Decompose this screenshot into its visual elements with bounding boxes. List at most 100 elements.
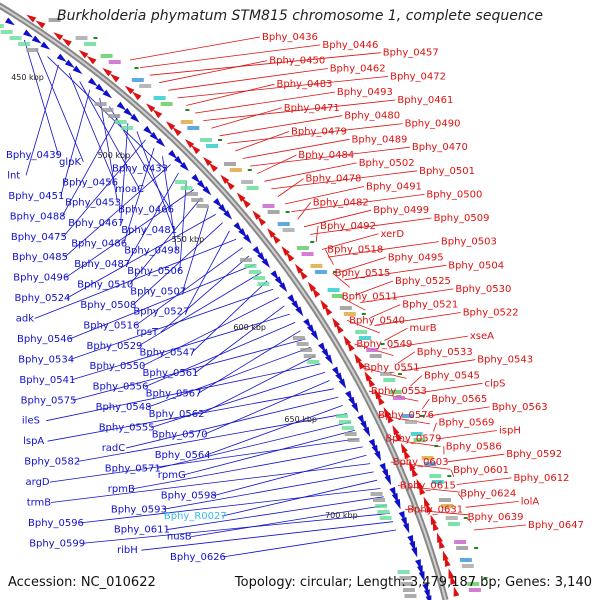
left-leader-line [64, 164, 171, 258]
left-gene-label: Bphy_0582 [24, 457, 80, 468]
left-gene-label: ileS [22, 416, 40, 427]
left-leader-line [123, 147, 155, 244]
reverse-gene-arrow [23, 29, 33, 38]
feature-box [257, 282, 270, 286]
reverse-gene-arrow [325, 354, 333, 365]
left-gene-label: Bphy_0570 [152, 429, 208, 440]
right-gene-label: Bphy_0631 [407, 504, 463, 515]
right-gene-label: Bphy_0450 [269, 56, 325, 67]
reverse-gene-arrow [331, 366, 340, 377]
reverse-gene-arrow [130, 113, 140, 123]
forward-gene-arrow [124, 85, 135, 95]
left-leader-line [126, 172, 179, 265]
feature-box [224, 162, 236, 166]
feature-box [186, 192, 198, 196]
left-gene-label: rpsT [136, 327, 159, 338]
feature-box [343, 312, 356, 316]
feature-box [0, 30, 13, 34]
feature-box [196, 204, 209, 208]
left-leader-line [49, 438, 359, 483]
right-gene-label: Bphy_0472 [390, 71, 446, 82]
feature-box [344, 432, 357, 436]
left-gene-label: Bphy_0598 [161, 491, 217, 502]
forward-gene-arrow [377, 395, 385, 406]
feature-box [296, 246, 309, 250]
forward-gene-arrow [172, 127, 182, 137]
right-leader-line [397, 351, 416, 364]
kbp-tick-label: 450 kbp [11, 73, 44, 82]
forward-gene-arrow [436, 532, 443, 543]
right-gene-label: Bphy_0457 [383, 48, 439, 59]
right-gene-label: Bphy_0525 [395, 276, 451, 287]
feature-box [441, 504, 454, 508]
right-leader-line [186, 83, 275, 106]
forward-gene-arrow [400, 442, 408, 454]
forward-gene-arrow [395, 430, 403, 442]
feature-box [456, 546, 469, 550]
reverse-gene-arrow [287, 294, 296, 305]
kbp-ticks: 450 kbp 500 kbp 550 kbp 600 kbp 650 kbp 700 k… [11, 73, 358, 520]
right-gene-label: Bphy_0563 [492, 402, 548, 413]
right-gene-label: Bphy_0482 [313, 197, 369, 208]
left-leader-line [200, 355, 316, 415]
left-gene-label: Bphy_0516 [83, 320, 139, 331]
right-leader-line [257, 154, 297, 175]
right-gene-label: Bphy_0639 [468, 512, 524, 523]
reverse-gene-arrow [291, 300, 300, 311]
right-gene-label: Bphy_0521 [402, 300, 458, 311]
left-gene-label: Bphy_0486 [71, 239, 127, 250]
right-leader-line [388, 335, 468, 349]
feature-box [339, 306, 352, 310]
feature-box [339, 420, 351, 424]
left-leader-line [120, 123, 129, 224]
feature-box [180, 120, 193, 124]
feature-dash [434, 445, 439, 447]
right-gene-label: xseA [470, 331, 494, 342]
topology-summary: Topology: circular; Length: 3,479,187 bp… [234, 575, 592, 590]
reverse-gene-arrow [31, 35, 42, 44]
forward-gene-arrow [347, 341, 355, 352]
reverse-gene-arrow [295, 306, 304, 317]
feature-box [377, 510, 390, 514]
left-leader-line [166, 496, 384, 531]
right-leader-line [447, 453, 505, 463]
left-leader-line [191, 280, 268, 353]
gene-features [0, 14, 488, 600]
left-leader-line [25, 64, 59, 176]
right-gene-label: Bphy_0511 [342, 292, 398, 303]
feature-box [402, 588, 415, 592]
left-leader-line [60, 89, 91, 197]
forward-gene-arrow [225, 180, 235, 191]
reverse-gene-arrow [4, 17, 15, 26]
feature-dash [285, 211, 290, 213]
feature-box [108, 60, 121, 64]
feature-box [405, 420, 417, 424]
forward-gene-arrow [357, 359, 366, 370]
feature-box [94, 102, 107, 106]
left-leader-line [61, 114, 120, 217]
reverse-gene-arrow [218, 204, 228, 214]
forward-gene-arrow [332, 317, 341, 328]
forward-gene-arrow [416, 478, 423, 490]
right-leader-line [375, 312, 461, 326]
right-leader-line [177, 76, 389, 99]
feature-box [75, 36, 88, 40]
feature-box [459, 558, 472, 562]
right-leader-line [297, 202, 312, 220]
forward-gene-arrow [392, 424, 400, 436]
feature-box [240, 258, 252, 262]
feature-box [248, 270, 261, 274]
kbp-tick-label: 550 kbp [172, 235, 205, 244]
feature-box [355, 330, 368, 334]
feature-box [314, 270, 327, 274]
forward-gene-arrow [374, 389, 382, 400]
left-gene-label: Bphy_0475 [11, 232, 67, 243]
left-leader-line [72, 338, 306, 401]
feature-box [307, 360, 320, 364]
feature-dash [134, 67, 139, 69]
reverse-gene-arrow [261, 258, 271, 268]
left-leader-line [62, 139, 146, 238]
right-leader-line [321, 233, 379, 250]
feature-dash [332, 271, 337, 273]
feature-box [468, 588, 481, 592]
